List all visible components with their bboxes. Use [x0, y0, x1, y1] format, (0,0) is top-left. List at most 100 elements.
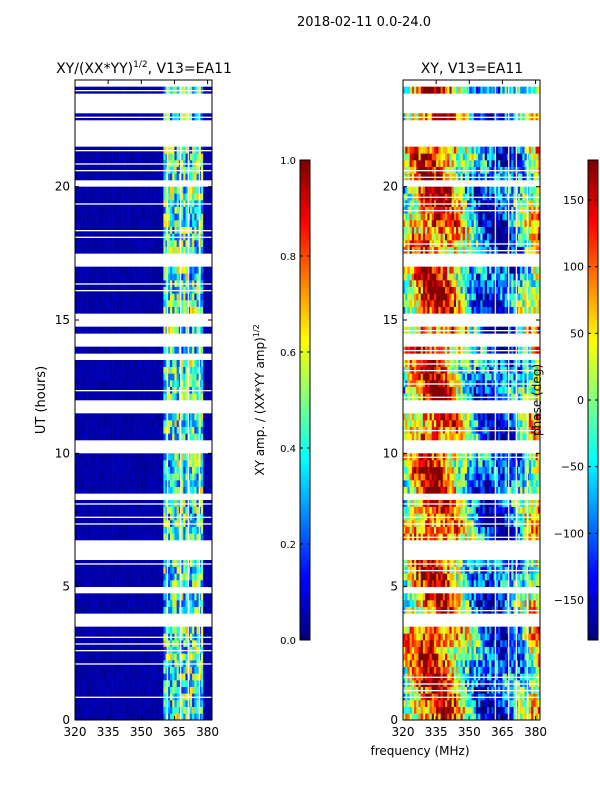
heatmap-cell — [181, 420, 184, 427]
heatmap-cell — [110, 600, 113, 607]
heatmap-cell — [167, 293, 171, 301]
heatmap-cell — [139, 566, 142, 574]
heatmap-cell — [134, 526, 138, 534]
heatmap-cell — [119, 713, 122, 721]
heatmap-cell — [203, 293, 206, 301]
heatmap-cell — [460, 713, 463, 721]
flag-line — [75, 643, 212, 645]
heatmap-cell — [163, 700, 166, 707]
heatmap-cell — [114, 593, 118, 601]
heatmap-cell — [116, 293, 120, 301]
heatmap-cell — [99, 453, 102, 461]
heatmap-cell — [158, 220, 162, 227]
heatmap-cell — [141, 626, 144, 634]
heatmap-cell — [161, 700, 164, 707]
heatmap-cell — [139, 300, 142, 307]
heatmap-cell — [528, 713, 532, 721]
heatmap-cell — [154, 460, 158, 467]
heatmap-cell — [429, 700, 433, 707]
heatmap-cell — [103, 460, 107, 467]
heatmap-cell — [145, 266, 149, 274]
heatmap-cell — [92, 680, 96, 687]
heatmap-cell — [414, 666, 417, 674]
colorbar-swatch — [300, 336, 310, 341]
colorbar-swatch — [300, 580, 310, 585]
heatmap-cell — [467, 706, 470, 714]
heatmap-cell — [99, 220, 102, 227]
heatmap-cell — [152, 266, 155, 274]
heatmap-cell — [154, 246, 158, 254]
heatmap-cell — [103, 366, 107, 374]
heatmap-cell — [88, 713, 91, 721]
heatmap-cell — [161, 300, 164, 307]
heatmap-cell — [136, 420, 140, 427]
heatmap-cell — [108, 153, 111, 161]
heatmap-cell — [114, 533, 118, 541]
heatmap-cell — [427, 706, 430, 714]
heatmap-cell — [200, 413, 204, 421]
heatmap-cell — [183, 360, 186, 367]
heatmap-cell — [163, 380, 166, 387]
heatmap-cell — [92, 373, 96, 381]
heatmap-cell — [205, 240, 208, 247]
heatmap-cell — [172, 700, 175, 707]
heatmap-cell — [132, 453, 135, 461]
heatmap-cell — [181, 266, 184, 274]
heatmap-cell — [181, 153, 184, 161]
heatmap-cell — [125, 606, 129, 614]
heatmap-cell — [185, 606, 188, 614]
heatmap-cell — [147, 526, 151, 534]
heatmap-cell — [75, 673, 78, 681]
heatmap-cell — [192, 480, 195, 487]
heatmap-cell — [163, 713, 166, 721]
heatmap-cell — [150, 186, 153, 194]
heatmap-cell — [533, 700, 536, 707]
heatmap-cell — [141, 506, 144, 514]
heatmap-cell — [116, 153, 120, 161]
colorbar-swatch — [300, 320, 310, 325]
heatmap-cell — [108, 600, 111, 607]
heatmap-cell — [75, 653, 78, 661]
heatmap-cell — [121, 653, 124, 661]
heatmap-cell — [431, 700, 435, 707]
heatmap-cell — [121, 566, 124, 574]
heatmap-cell — [123, 240, 127, 247]
heatmap-cell — [200, 366, 204, 374]
heatmap-cell — [101, 246, 105, 254]
heatmap-cell — [150, 346, 153, 354]
heatmap-cell — [163, 213, 166, 221]
colorbar-swatch — [300, 168, 310, 173]
heatmap-cell — [128, 506, 131, 514]
heatmap-cell — [101, 506, 105, 514]
heatmap-cell — [170, 266, 173, 274]
heatmap-cell — [121, 380, 124, 387]
heatmap-cell — [185, 413, 188, 421]
heatmap-cell — [128, 420, 131, 427]
heatmap-cell — [473, 713, 477, 721]
heatmap-cell — [183, 593, 186, 601]
heatmap-cell — [134, 326, 138, 334]
heatmap-cell — [185, 593, 188, 601]
heatmap-cell — [105, 326, 109, 334]
heatmap-cell — [116, 566, 120, 574]
heatmap-cell — [194, 466, 197, 474]
heatmap-cell — [194, 533, 197, 541]
heatmap-cell — [121, 460, 124, 467]
heatmap-cell — [167, 533, 171, 541]
heatmap-cell — [189, 306, 193, 314]
heatmap-cell — [112, 533, 116, 541]
heatmap-cell — [101, 273, 105, 281]
heatmap-cell — [134, 680, 138, 687]
heatmap-cell — [176, 366, 180, 374]
heatmap-cell — [471, 700, 475, 707]
heatmap-cell — [205, 626, 208, 634]
heatmap-cell — [167, 173, 171, 181]
heatmap-cell — [189, 380, 193, 387]
heatmap-cell — [152, 426, 155, 434]
heatmap-cell — [97, 193, 100, 201]
heatmap-cell — [83, 666, 87, 674]
heatmap-cell — [125, 600, 129, 607]
heatmap-cell — [114, 393, 118, 401]
colorbar-swatch — [300, 228, 310, 233]
heatmap-cell — [128, 573, 131, 581]
